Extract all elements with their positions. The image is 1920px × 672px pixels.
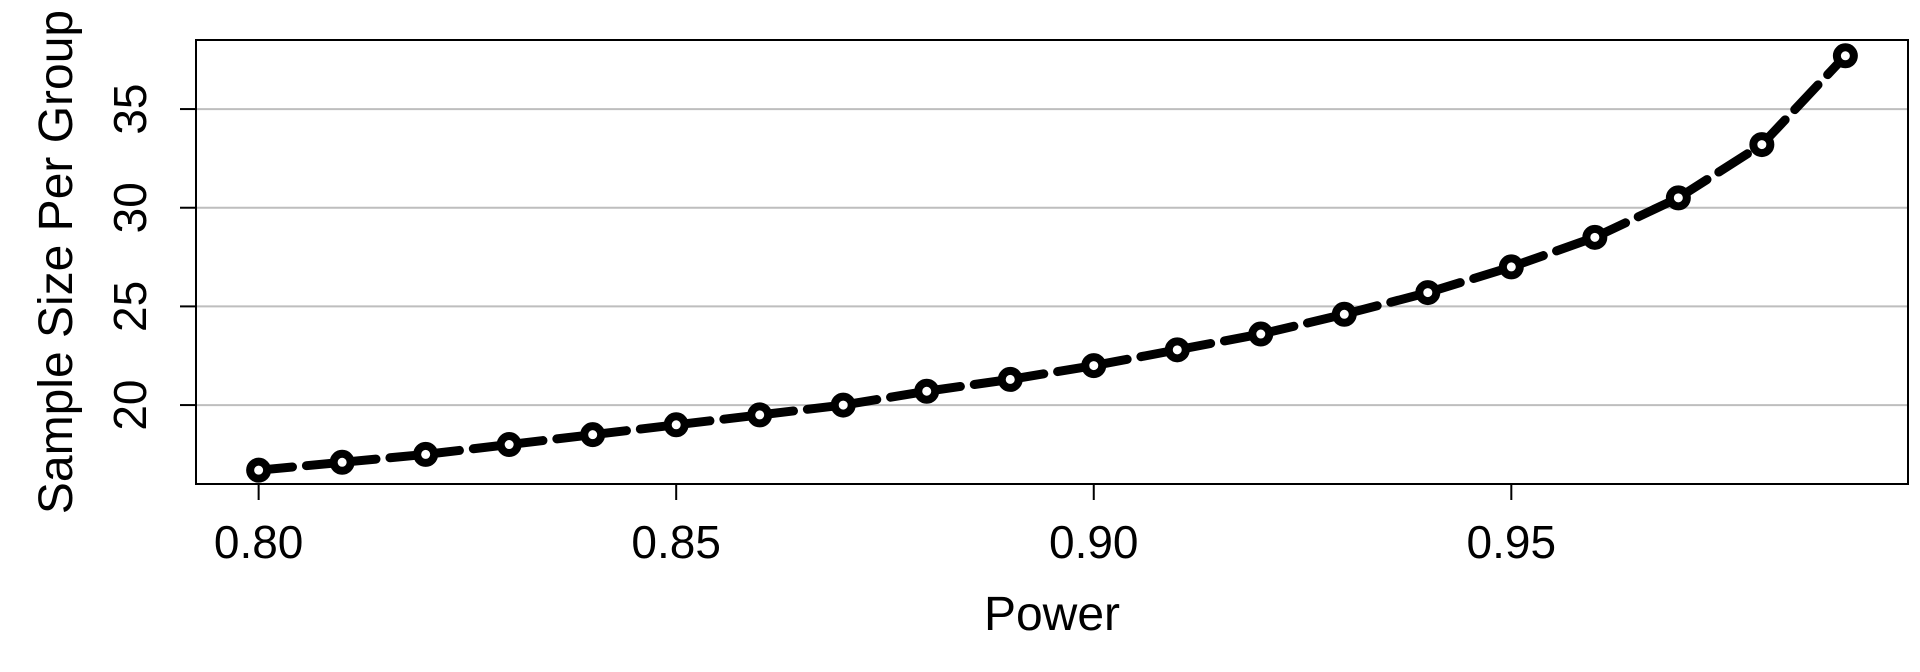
data-point-19 (1832, 43, 1858, 69)
plot-frame (195, 39, 1909, 485)
x-tick-label-3: 0.95 (1467, 516, 1557, 568)
x-axis-title: Power (984, 588, 1120, 641)
grid-lines (196, 108, 1908, 407)
series-segment (1673, 140, 1767, 203)
data-point-5 (663, 412, 689, 438)
y-tick-label-2: 30 (104, 182, 156, 233)
plot-frame-box (195, 39, 1909, 485)
data-point-11 (1164, 337, 1190, 363)
series-segment (838, 386, 932, 410)
data-point-17 (1665, 185, 1691, 211)
series-segment (421, 440, 514, 459)
series-segment (337, 449, 431, 467)
data-point-6 (747, 402, 773, 428)
series-segment (1172, 329, 1266, 355)
data-point-9 (997, 366, 1023, 392)
series-segment (922, 374, 1015, 396)
series-segment (671, 410, 765, 430)
x-tick-label-2: 0.90 (1049, 516, 1139, 568)
data-series (246, 43, 1858, 483)
series-segment (1256, 309, 1349, 339)
series-segment (504, 430, 598, 450)
y-axis-title: Sample Size Per Group (30, 10, 83, 514)
y-tick-label-3: 35 (104, 83, 156, 134)
data-point-4 (580, 422, 606, 448)
series-segment (1757, 51, 1850, 150)
axes: 0.80 0.85 0.90 0.95 20 25 30 35 (104, 83, 1556, 568)
data-point-2 (413, 441, 439, 467)
series-segment (1590, 193, 1683, 242)
data-point-18 (1749, 132, 1775, 158)
data-point-7 (830, 392, 856, 418)
series-segment (1506, 232, 1600, 272)
y-tick-label-1: 25 (104, 281, 156, 332)
series-segment (588, 420, 681, 440)
x-tick-label-1: 0.85 (631, 516, 721, 568)
y-tick-label-0: 20 (104, 379, 156, 430)
data-point-8 (914, 378, 940, 404)
x-tick-label-0: 0.80 (214, 516, 304, 568)
data-point-1 (329, 449, 355, 475)
data-point-13 (1331, 301, 1357, 327)
data-point-12 (1248, 321, 1274, 347)
series-segment (254, 457, 347, 475)
series-segment (1089, 345, 1182, 371)
data-point-15 (1498, 254, 1524, 280)
data-point-16 (1582, 224, 1608, 250)
series-segment (1339, 288, 1433, 319)
data-point-0 (246, 457, 272, 483)
series-segment (1005, 361, 1099, 384)
data-point-3 (496, 432, 522, 458)
series-segment (755, 400, 848, 420)
data-point-14 (1415, 280, 1441, 306)
series-segment (1423, 262, 1516, 298)
data-point-10 (1081, 353, 1107, 379)
